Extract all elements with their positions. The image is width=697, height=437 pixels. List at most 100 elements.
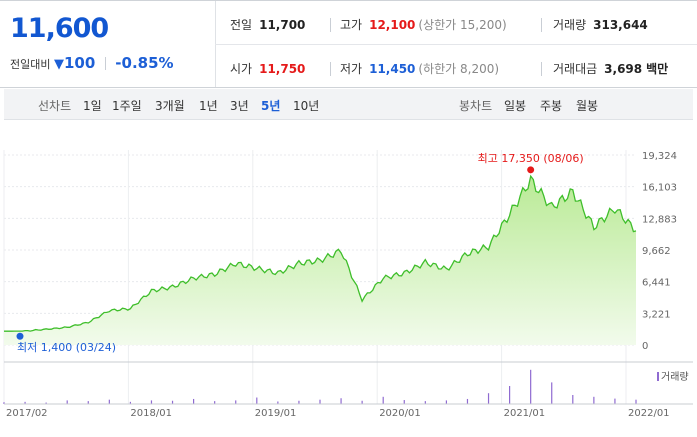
open: 시가 11,750	[230, 60, 305, 77]
volume-bar	[382, 396, 384, 404]
y-tick-label: 9,662	[642, 246, 671, 257]
x-tick-label: 2019/01	[255, 408, 297, 419]
x-tick-label: 2017/02	[6, 408, 48, 419]
y-axis-labels: 19,324 16,103 12,883 9,662 6,441 3,221 0	[642, 151, 677, 352]
tab-3y[interactable]: 3년	[230, 99, 249, 113]
line-chart-heading: 선차트	[38, 99, 72, 113]
y-tick-label: 3,221	[642, 309, 671, 320]
amount-value: 3,698	[604, 62, 643, 76]
volume-bar	[193, 398, 195, 404]
change-label: 전일대비	[10, 58, 51, 71]
volume-legend-swatch	[657, 372, 659, 381]
quote-summary: 11,600 전일대비 ▼100 -0.85% 전일 11,700 고가 12,10…	[0, 0, 697, 88]
tab-1y[interactable]: 1년	[199, 99, 218, 113]
x-axis-labels: 2017/02 2018/01 2019/01 2020/01 2021/01 2022/…	[6, 408, 670, 419]
tab-5y[interactable]: 5년	[261, 99, 281, 113]
tab-weekly[interactable]: 주봉	[540, 99, 563, 113]
volume-bar	[24, 401, 26, 404]
volume-bar	[466, 398, 469, 404]
divider	[541, 62, 542, 76]
volume-bar	[572, 395, 574, 404]
x-tick-label: 2022/01	[628, 408, 670, 419]
x-tick-label: 2020/01	[379, 408, 421, 419]
x-tick-label: 2021/01	[504, 408, 546, 419]
y-tick-label: 0	[642, 341, 648, 352]
y-tick-label: 16,103	[642, 183, 677, 194]
trade-amount: 거래대금 3,698 백만	[553, 60, 668, 77]
volume-bar	[593, 396, 595, 404]
volume-bar	[129, 401, 131, 404]
tab-daily[interactable]: 일봉	[504, 99, 527, 113]
divider	[330, 18, 331, 32]
prev-close: 전일 11,700	[230, 16, 305, 33]
volume-bar	[319, 399, 321, 404]
volume-bar	[108, 399, 110, 404]
volume-bar	[403, 400, 405, 404]
tab-1w[interactable]: 1주일	[112, 99, 142, 113]
price-box: 11,600 전일대비 ▼100 -0.85%	[0, 1, 216, 87]
volume-bar	[487, 393, 490, 404]
volume-bar	[298, 400, 300, 404]
volume-label: 거래량	[553, 18, 587, 32]
price-line	[4, 174, 637, 332]
y-tick-label: 19,324	[642, 151, 677, 162]
volume-bar	[445, 400, 447, 404]
change-percent: -0.85%	[115, 54, 174, 72]
low-value: 11,450	[369, 62, 416, 76]
chart-tabs: 선차트 1일 1주일 3개월 1년 3년 5년 10년 봉차트 일봉 주봉 월봉	[4, 89, 693, 120]
tab-1d[interactable]: 1일	[83, 99, 102, 113]
volume-bar	[235, 400, 237, 404]
y-tick-label: 12,883	[642, 214, 677, 225]
volume-bar	[614, 398, 616, 404]
amount-unit: 백만	[646, 62, 669, 76]
volume-bar	[171, 400, 174, 404]
volume-value: 313,644	[593, 18, 648, 32]
down-arrow-icon: ▼	[53, 57, 64, 72]
tab-monthly[interactable]: 월봉	[576, 99, 599, 113]
volume-bar	[214, 401, 216, 404]
lower-limit: (하한가 8,200)	[418, 62, 500, 76]
x-tick-label: 2018/01	[130, 408, 172, 419]
high-value: 12,100	[369, 18, 416, 32]
min-marker	[16, 332, 24, 340]
open-value: 11,750	[259, 62, 306, 76]
low: 저가 11,450 (하한가 8,200)	[340, 60, 499, 77]
divider	[104, 57, 106, 70]
volume: 거래량 313,644	[553, 16, 648, 33]
price-chart-svg: 19,324 16,103 12,883 9,662 6,441 3,221 0 최고 17…	[3, 150, 693, 419]
volume-bar	[3, 402, 5, 404]
volume-bar	[340, 398, 342, 404]
volume-bar	[361, 400, 363, 404]
volume-bars	[3, 369, 637, 404]
amount-label: 거래대금	[553, 62, 598, 76]
y-tick-label: 6,441	[642, 278, 671, 289]
volume-bar	[277, 401, 279, 404]
volume-bar	[509, 386, 511, 404]
volume-bar	[45, 402, 47, 404]
low-label: 저가	[340, 62, 363, 76]
open-label: 시가	[230, 62, 253, 76]
volume-bar	[530, 369, 532, 404]
divider	[330, 62, 331, 76]
volume-bar	[635, 399, 637, 404]
prev-close-label: 전일	[230, 18, 253, 32]
change-value: 100	[63, 54, 96, 72]
high: 고가 12,100 (상한가 15,200)	[340, 16, 507, 33]
current-price: 11,600	[10, 13, 109, 44]
high-label: 고가	[340, 18, 363, 32]
price-change: 전일대비 ▼100 -0.85%	[10, 54, 174, 72]
prev-close-value: 11,700	[259, 18, 306, 32]
divider	[541, 18, 542, 32]
max-label: 최고 17,350 (08/06)	[478, 152, 584, 165]
divider	[215, 44, 697, 45]
volume-bar	[87, 401, 89, 404]
upper-limit: (상한가 15,200)	[418, 18, 507, 32]
tab-10y[interactable]: 10년	[293, 99, 320, 113]
volume-bar	[551, 382, 553, 404]
volume-bar	[150, 400, 153, 404]
tab-3m[interactable]: 3개월	[155, 99, 185, 113]
max-marker	[527, 166, 535, 174]
min-label: 최저 1,400 (03/24)	[17, 341, 116, 354]
volume-legend-label: 거래량	[661, 371, 689, 383]
volume-bar	[256, 397, 258, 404]
